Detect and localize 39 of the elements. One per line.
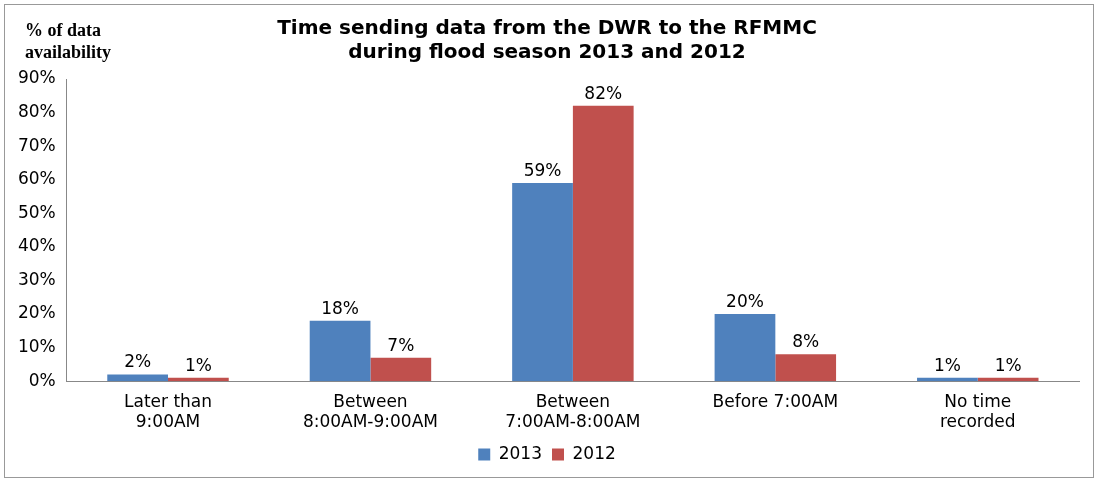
data-label: 2%	[124, 351, 152, 372]
data-label: 1%	[933, 354, 961, 375]
bar	[775, 354, 837, 382]
data-label: 18%	[321, 297, 359, 318]
data-label: 59%	[523, 160, 562, 181]
data-label: 82%	[584, 82, 623, 103]
x-tick-label: Later than 9:00AM	[123, 390, 213, 432]
bar	[168, 377, 229, 382]
x-tick-label: Between 8:00AM-9:00AM	[302, 390, 438, 432]
x-tick-label: Before 7:00AM	[712, 390, 839, 411]
y-tick-label: 40%	[17, 235, 56, 256]
bar	[714, 314, 776, 382]
y-tick-label: 60%	[17, 168, 56, 189]
y-tick-label: 10%	[17, 336, 56, 357]
data-label: 20%	[726, 290, 764, 311]
y-tick-label: 70%	[17, 134, 56, 155]
bar	[977, 377, 1039, 382]
y-tick-label: 0%	[28, 369, 56, 390]
bar	[309, 320, 371, 382]
legend-label: 2013	[498, 442, 542, 463]
bar	[917, 377, 978, 382]
bar	[512, 183, 573, 382]
chart-title: Time sending data from the DWR to the RFMMC during flood season 2013 and 2012	[277, 15, 817, 64]
bar	[107, 374, 169, 382]
y-tick-label: 20%	[17, 302, 56, 323]
y-tick-label: 80%	[17, 101, 56, 121]
y-tick-label: 50%	[17, 201, 56, 222]
y-tick-label: 90%	[17, 67, 56, 88]
x-tick-label: Between 7:00AM-8:00AM	[505, 390, 641, 432]
data-label: 1%	[184, 354, 212, 375]
bar	[370, 357, 432, 382]
y-axis-title: % of data availability	[25, 19, 112, 63]
data-label: 1%	[994, 354, 1022, 375]
y-tick-label: 30%	[17, 268, 56, 289]
legend-label: 2012	[572, 442, 616, 463]
x-tick-label: No time recorded	[940, 390, 1016, 432]
bar	[572, 105, 634, 382]
data-label: 8%	[792, 331, 820, 352]
data-label: 7%	[387, 334, 415, 355]
